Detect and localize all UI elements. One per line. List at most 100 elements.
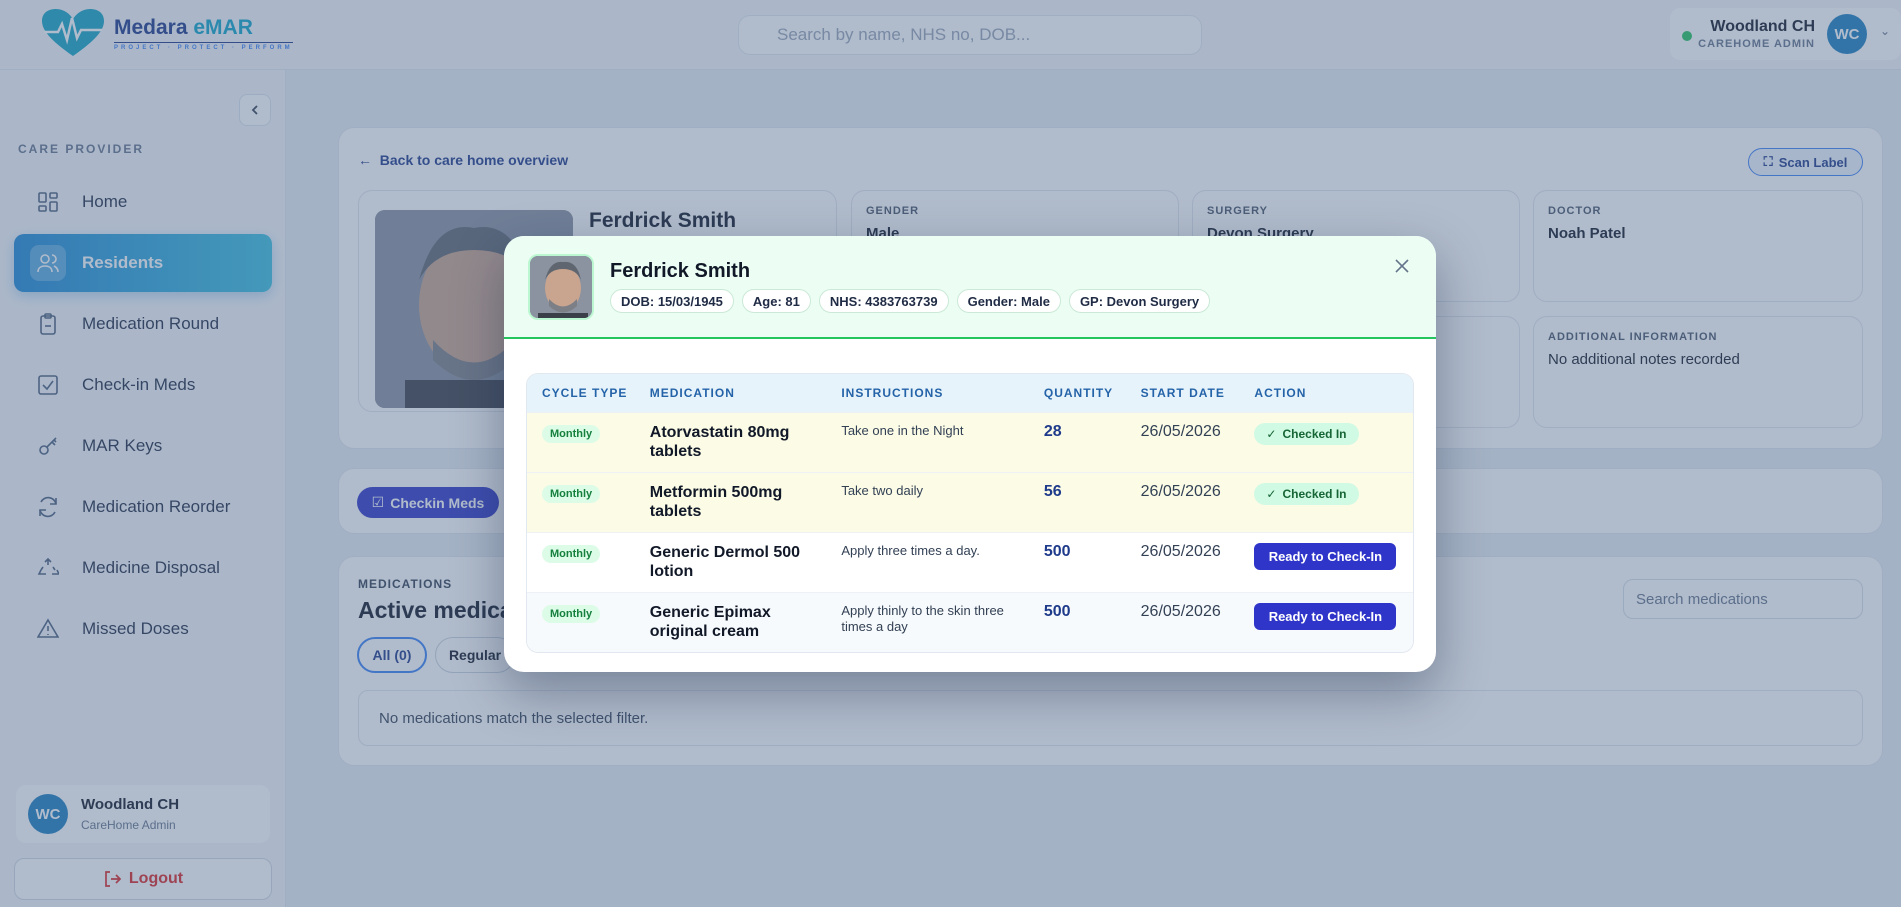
check-icon: ✓ bbox=[1266, 487, 1277, 501]
back-link[interactable]: ← Back to care home overview bbox=[358, 152, 568, 168]
back-link-label: Back to care home overview bbox=[379, 152, 569, 168]
avatar: WC bbox=[28, 794, 68, 834]
additional-info-value: No additional notes recorded bbox=[1548, 351, 1740, 368]
refresh-icon bbox=[30, 489, 66, 525]
brand-tagline: PROJECT · PROTECT · PERFORM bbox=[114, 41, 293, 51]
arrow-left-icon: ← bbox=[358, 152, 372, 168]
table-header: CYCLE TYPE MEDICATION INSTRUCTIONS QUANT… bbox=[527, 374, 1413, 412]
resident-portrait-icon bbox=[530, 256, 592, 318]
user-name: Woodland CH bbox=[1710, 18, 1815, 35]
quantity-value: 500 bbox=[1043, 603, 1071, 620]
logout-icon bbox=[105, 871, 121, 887]
grid-icon bbox=[30, 184, 66, 220]
checked-in-label: Checked In bbox=[1282, 487, 1347, 501]
quantity-value: 500 bbox=[1043, 543, 1071, 560]
col-start-date: START DATE bbox=[1140, 386, 1225, 400]
avatar[interactable]: WC bbox=[1827, 14, 1867, 54]
medication-name: Atorvastatin 80mg tablets bbox=[649, 424, 790, 460]
chevron-left-icon bbox=[251, 105, 258, 115]
sidebar-item-residents[interactable]: Residents bbox=[14, 234, 272, 292]
scan-icon: ⛶ bbox=[1763, 154, 1773, 169]
filter-all-chip[interactable]: All (0) bbox=[357, 637, 427, 673]
global-search-input[interactable]: Search by name, NHS no, DOB... bbox=[738, 15, 1202, 55]
instructions-text: Apply three times a day. bbox=[841, 543, 980, 558]
sidebar-item-label: Residents bbox=[82, 253, 164, 272]
col-action: ACTION bbox=[1254, 386, 1307, 400]
additional-info-box: ADDITIONAL INFORMATION No additional not… bbox=[1533, 316, 1863, 428]
col-cycle-type: CYCLE TYPE bbox=[542, 386, 628, 400]
table-row: Monthly Generic Epimax original cream Ap… bbox=[527, 592, 1413, 652]
checked-in-badge: ✓ Checked In bbox=[1254, 423, 1359, 445]
table-row: Monthly Metformin 500mg tablets Take two… bbox=[527, 472, 1413, 532]
age-pill: Age: 81 bbox=[741, 289, 811, 313]
instructions-text: Take two daily bbox=[841, 483, 923, 498]
sidebar-nav: Home Residents Medication Round Check-in… bbox=[14, 173, 272, 661]
chevron-down-icon[interactable]: ⌄ bbox=[1880, 24, 1891, 38]
doctor-label: DOCTOR bbox=[1548, 205, 1602, 217]
sidebar-item-label: Check-in Meds bbox=[82, 375, 196, 394]
medications-table: CYCLE TYPE MEDICATION INSTRUCTIONS QUANT… bbox=[526, 373, 1414, 653]
checkin-meds-label: Checkin Meds bbox=[390, 494, 485, 511]
sidebar-item-medication-reorder[interactable]: Medication Reorder bbox=[14, 478, 272, 536]
warning-icon bbox=[30, 611, 66, 647]
sidebar-item-medicine-disposal[interactable]: Medicine Disposal bbox=[14, 539, 272, 597]
brand-name: Medara eMAR bbox=[114, 16, 293, 40]
instructions-text: Apply thinly to the skin three times a d… bbox=[841, 603, 1004, 634]
gender-pill: Gender: Male bbox=[956, 289, 1061, 313]
resident-info-pills: DOB: 15/03/1945 Age: 81 NHS: 4383763739 … bbox=[610, 289, 1211, 313]
brand-name-b: eMAR bbox=[193, 15, 253, 39]
sidebar-item-label: MAR Keys bbox=[82, 436, 163, 455]
surgery-label: SURGERY bbox=[1207, 205, 1268, 217]
check-square-icon: ☑ bbox=[371, 494, 385, 510]
checkin-meds-button[interactable]: ☑ Checkin Meds bbox=[357, 487, 499, 518]
medication-name: Metformin 500mg tablets bbox=[649, 484, 783, 520]
user-role: CAREHOME ADMIN bbox=[1698, 38, 1815, 50]
ready-to-check-in-button[interactable]: Ready to Check-In bbox=[1254, 603, 1397, 630]
logout-button[interactable]: Logout bbox=[14, 858, 272, 900]
doctor-box: DOCTOR Noah Patel bbox=[1533, 190, 1863, 302]
scan-label-button[interactable]: ⛶ Scan Label bbox=[1748, 148, 1863, 176]
check-square-icon bbox=[30, 367, 66, 403]
doctor-value: Noah Patel bbox=[1548, 225, 1626, 242]
ready-to-check-in-button[interactable]: Ready to Check-In bbox=[1254, 543, 1397, 570]
search-medications-input[interactable]: Search medications bbox=[1623, 579, 1863, 619]
cycle-badge: Monthly bbox=[542, 425, 601, 443]
sidebar-item-label: Home bbox=[82, 192, 128, 211]
checked-in-badge: ✓ Checked In bbox=[1254, 483, 1359, 505]
dob-pill: DOB: 15/03/1945 bbox=[610, 289, 734, 313]
quantity-value: 28 bbox=[1043, 423, 1062, 440]
sidebar-user-role: CareHome Admin bbox=[81, 818, 176, 832]
collapse-sidebar-button[interactable] bbox=[239, 94, 271, 126]
medication-name: Generic Dermol 500 lotion bbox=[649, 544, 801, 580]
sidebar-item-label: Missed Doses bbox=[82, 619, 189, 638]
sidebar-item-label: Medicine Disposal bbox=[82, 558, 220, 577]
start-date-value: 26/05/2026 bbox=[1140, 423, 1221, 440]
app-logo[interactable]: Medara eMAR PROJECT · PROTECT · PERFORM bbox=[40, 8, 293, 58]
table-row: Monthly Generic Dermol 500 lotion Apply … bbox=[527, 532, 1413, 592]
logout-label: Logout bbox=[128, 870, 184, 887]
cycle-badge: Monthly bbox=[542, 605, 601, 623]
sidebar-item-medication-round[interactable]: Medication Round bbox=[14, 295, 272, 353]
sidebar-item-mar-keys[interactable]: MAR Keys bbox=[14, 417, 272, 475]
user-menu[interactable]: Woodland CH CAREHOME ADMIN WC ⌄ bbox=[1670, 8, 1901, 60]
additional-info-label: ADDITIONAL INFORMATION bbox=[1548, 331, 1718, 343]
empty-state: No medications match the selected filter… bbox=[358, 690, 1863, 746]
cycle-badge: Monthly bbox=[542, 545, 601, 563]
col-medication: MEDICATION bbox=[649, 386, 735, 400]
col-quantity: QUANTITY bbox=[1043, 386, 1114, 400]
top-bar: Medara eMAR PROJECT · PROTECT · PERFORM … bbox=[0, 0, 1901, 70]
brand-name-a: Medara bbox=[114, 15, 188, 39]
sidebar-item-label: Medication Round bbox=[82, 314, 220, 333]
modal-header: Ferdrick Smith DOB: 15/03/1945 Age: 81 N… bbox=[504, 236, 1436, 339]
sidebar-user-card[interactable]: WC Woodland CH CareHome Admin bbox=[16, 785, 270, 843]
checkin-meds-modal: Ferdrick Smith DOB: 15/03/1945 Age: 81 N… bbox=[504, 236, 1436, 672]
sidebar-item-missed-doses[interactable]: Missed Doses bbox=[14, 600, 272, 658]
table-row: Monthly Atorvastatin 80mg tablets Take o… bbox=[527, 412, 1413, 472]
col-instructions: INSTRUCTIONS bbox=[841, 386, 944, 400]
modal-resident-name: Ferdrick Smith bbox=[610, 260, 751, 282]
sidebar-item-check-in-meds[interactable]: Check-in Meds bbox=[14, 356, 272, 414]
medications-kicker: MEDICATIONS bbox=[358, 577, 453, 591]
close-icon[interactable] bbox=[1388, 252, 1416, 280]
sidebar-section-label: CARE PROVIDER bbox=[18, 142, 145, 156]
sidebar-item-home[interactable]: Home bbox=[14, 173, 272, 231]
